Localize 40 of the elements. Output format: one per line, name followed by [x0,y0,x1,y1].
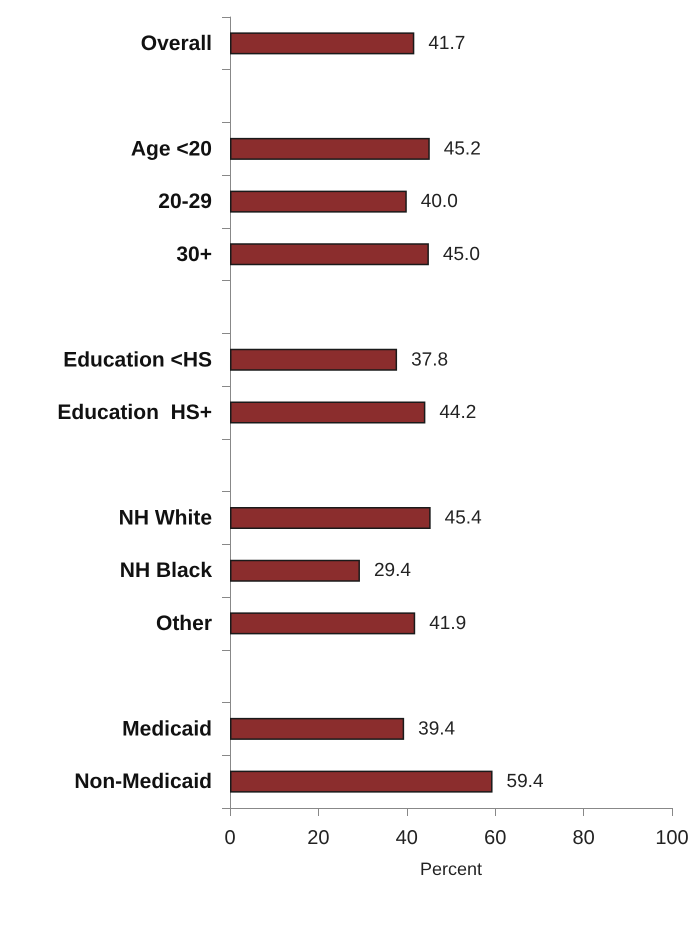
x-tick-label: 100 [655,827,689,849]
y-tick-label: Non-Medicaid [74,770,212,794]
data-label: 45.0 [442,244,480,265]
y-tick-label: Age <20 [130,137,212,160]
bar [230,348,398,371]
x-tick-label: 20 [307,827,330,849]
bar [230,243,429,266]
data-label: 41.9 [429,612,466,634]
x-tick-label: 60 [484,827,506,849]
bar [230,718,404,740]
data-label: 45.2 [444,138,481,160]
data-label: 45.4 [444,507,482,528]
y-tick-label: Overall [140,32,212,55]
y-tick-label: NH White [118,506,212,530]
bar [230,32,414,54]
data-label: 40.0 [420,191,458,212]
bar [230,190,407,213]
data-label: 44.2 [439,402,476,423]
bar [230,138,430,160]
y-tick-label: Education HS+ [57,401,212,424]
y-tick-label: Medicaid [122,717,212,740]
y-tick-label: NH Black [120,559,212,582]
x-tick-label: 40 [396,827,418,849]
data-label: 29.4 [374,560,412,582]
data-label: 59.4 [506,771,544,792]
bar [230,506,431,529]
bar [230,770,493,793]
data-label: 39.4 [418,718,456,740]
y-tick-label: 20-29 [158,190,212,214]
x-tick-label: 80 [572,827,595,849]
bar [230,560,360,582]
bar [230,612,416,634]
x-tick-label: 0 [224,827,236,849]
y-tick-label: Other [156,612,212,635]
data-label: 41.7 [428,32,466,54]
y-tick-label: Education <HS [63,348,212,372]
data-label: 37.8 [411,349,448,370]
y-tick-label: 30+ [176,242,212,266]
x-axis-title: Percent [420,859,482,879]
bar [230,402,426,424]
